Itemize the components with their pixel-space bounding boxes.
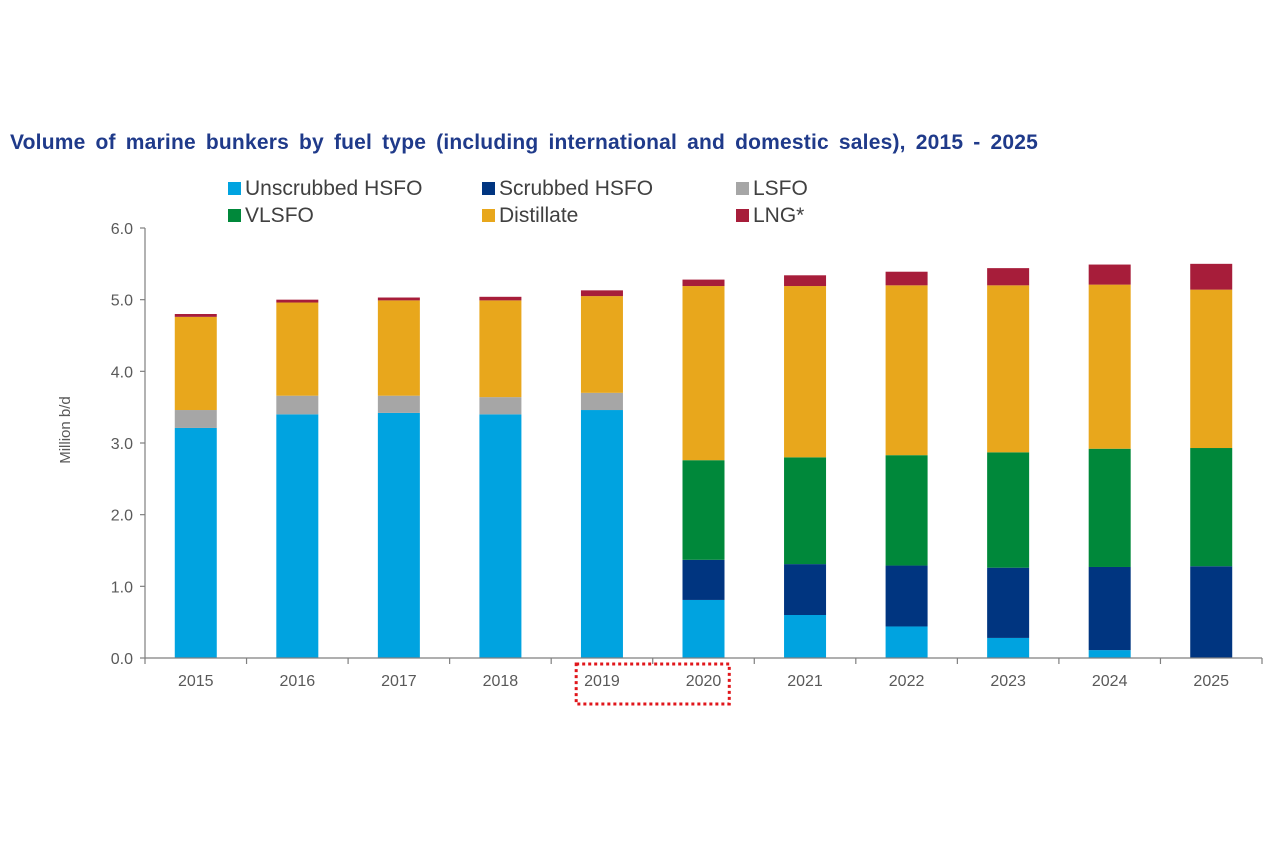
bar-segment (987, 637, 1030, 658)
legend-swatch (228, 182, 241, 195)
y-tick-label: 2.0 (111, 508, 133, 525)
x-tick-label: 2017 (381, 673, 417, 690)
y-axis-title: Million b/d (57, 396, 74, 464)
bar-segment (174, 427, 217, 658)
y-tick-label: 5.0 (111, 293, 133, 310)
legend-item: VLSFO (228, 204, 314, 227)
bar-segment (1088, 284, 1131, 449)
bar-segment (276, 395, 319, 415)
bar-segment (987, 567, 1030, 638)
bar-segment (784, 457, 827, 565)
bar-segment (784, 286, 827, 458)
x-tick-label: 2018 (483, 673, 519, 690)
y-tick-label: 4.0 (111, 364, 133, 381)
y-axis-ticks: 0.0 1.0 2.0 3.0 4.0 5.0 6.0 (111, 221, 145, 668)
bar-segment (377, 297, 420, 301)
x-tick-label: 2025 (1193, 673, 1229, 690)
y-tick-label: 3.0 (111, 436, 133, 453)
bar-segment (479, 296, 522, 301)
legend-label: LSFO (753, 177, 808, 200)
legend-label: Unscrubbed HSFO (245, 177, 422, 200)
legend-item: LSFO (736, 177, 808, 200)
legend-swatch (228, 209, 241, 222)
x-tick-label: 2023 (990, 673, 1026, 690)
bar-segment (784, 615, 827, 658)
bar-segment (682, 559, 725, 600)
legend-label: Distillate (499, 204, 578, 227)
bar-segment (784, 564, 827, 615)
bar-segment (174, 316, 217, 411)
bar-segment (377, 300, 420, 396)
bar-segment (682, 286, 725, 461)
bar-segment (682, 599, 725, 658)
bar-segment (1088, 448, 1131, 567)
legend-label: LNG* (753, 204, 804, 227)
legend-label: VLSFO (245, 204, 314, 227)
bar-segment (682, 460, 725, 560)
x-tick-label: 2021 (787, 673, 823, 690)
bar-segment (1190, 448, 1233, 567)
bar-segment (784, 275, 827, 287)
bar-segment (276, 414, 319, 658)
bar-segment (1088, 566, 1131, 651)
y-tick-label: 1.0 (111, 579, 133, 596)
y-tick-label: 6.0 (111, 221, 133, 238)
bar-segment (987, 452, 1030, 568)
bar-segment (987, 285, 1030, 453)
bar-segment (1190, 289, 1233, 449)
x-tick-label: 2015 (178, 673, 214, 690)
x-tick-label: 2020 (686, 673, 722, 690)
bar-segment (987, 268, 1030, 286)
y-tick-label: 0.0 (111, 651, 133, 668)
bar-segment (479, 300, 522, 398)
legend-swatch (736, 182, 749, 195)
bar-segment (885, 626, 928, 658)
bar-segment (377, 412, 420, 658)
legend-label: Scrubbed HSFO (499, 177, 653, 200)
bar-segment (174, 314, 217, 317)
bar-segment (1190, 566, 1233, 658)
legend-swatch (482, 182, 495, 195)
bar-segment (885, 565, 928, 627)
legend-item: LNG* (736, 204, 804, 227)
bar-segment (682, 279, 725, 287)
legend-item: Distillate (482, 204, 578, 227)
bar-segment (580, 410, 623, 658)
legend-swatch (482, 209, 495, 222)
x-axis-ticks: 2015 2016 2017 2018 2019 2020 2021 2022 2023 2024… (144, 658, 1263, 690)
x-tick-label: 2019 (584, 673, 620, 690)
bar-segment (885, 271, 928, 286)
x-tick-label: 2022 (889, 673, 925, 690)
legend: Unscrubbed HSFO Scrubbed HSFO LSFO VLSFO Dis… (228, 177, 808, 227)
bar-segment (885, 285, 928, 456)
bar-segment (377, 395, 420, 413)
legend-item: Unscrubbed HSFO (228, 177, 422, 200)
bars (174, 263, 1233, 658)
bar-segment (580, 296, 623, 393)
bar-segment (276, 302, 319, 396)
bar-segment (276, 299, 319, 303)
bar-segment (1088, 650, 1131, 658)
bar-segment (1088, 264, 1131, 285)
bar-segment (479, 414, 522, 658)
x-tick-label: 2024 (1092, 673, 1128, 690)
x-tick-label: 2016 (280, 673, 316, 690)
bar-segment (885, 455, 928, 566)
chart-title: Volume of marine bunkers by fuel type (i… (10, 131, 1039, 154)
bar-segment (1190, 263, 1233, 290)
bar-segment (174, 410, 217, 428)
legend-item: Scrubbed HSFO (482, 177, 653, 200)
bar-segment (479, 397, 522, 415)
bar-segment (580, 290, 623, 297)
highlight-box (574, 662, 731, 706)
bar-segment (580, 392, 623, 411)
legend-swatch (736, 209, 749, 222)
